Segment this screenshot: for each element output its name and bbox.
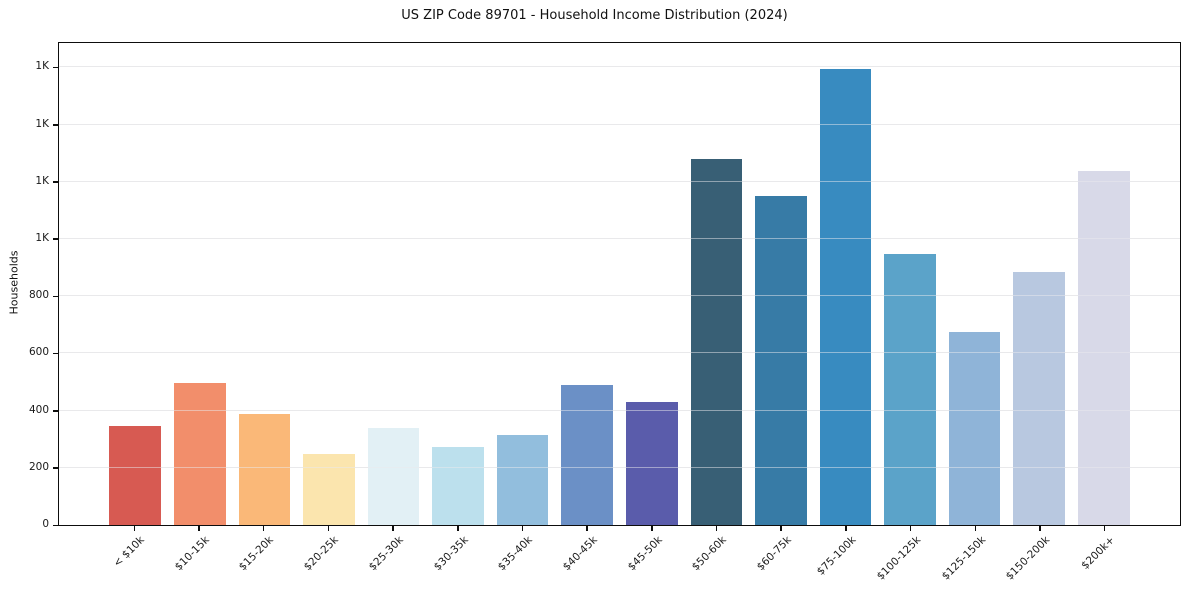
bar-slot <box>103 43 168 525</box>
x-tick-mark <box>586 526 588 531</box>
x-tick-label: $20-25k <box>301 534 341 574</box>
gridline <box>59 295 1180 297</box>
bar-$35-40k <box>496 435 549 525</box>
gridline <box>59 123 1180 125</box>
x-tick-label: $40-45k <box>560 534 600 574</box>
chart-title: US ZIP Code 89701 - Household Income Dis… <box>401 8 788 23</box>
bar-slot <box>942 43 1007 525</box>
bar-$125-150k <box>948 331 1001 525</box>
y-tick-mark <box>53 352 58 355</box>
x-tick-mark <box>262 526 265 531</box>
y-tick-label: 1K <box>35 117 49 130</box>
bar-$10-15k <box>174 383 226 525</box>
y-axis-label: Households <box>7 250 21 315</box>
bar-slot <box>361 43 426 525</box>
gridline <box>59 409 1180 411</box>
y-tick-label: 600 <box>28 346 49 359</box>
bar-slot <box>426 43 491 525</box>
x-tick-label: $150-200k <box>1003 534 1053 583</box>
x-tick-label: $15-20k <box>237 534 277 574</box>
x-tick-mark <box>1039 526 1041 531</box>
gridline <box>59 237 1180 239</box>
bar-slot <box>749 43 814 525</box>
bar-$50-60k <box>690 158 743 525</box>
y-tick-label: 0 <box>42 518 49 530</box>
bar-slot <box>1007 43 1072 525</box>
y-tick-mark <box>53 238 58 240</box>
plot-area <box>58 42 1181 526</box>
x-tick-label: $50-60k <box>689 534 730 574</box>
x-tick-label: $10-15k <box>172 534 212 574</box>
bar-$200k+ <box>1077 171 1130 525</box>
x-tick-label: < $10k <box>111 534 147 570</box>
x-tick-label: $25-30k <box>366 534 406 574</box>
bar-slot <box>490 43 555 525</box>
y-tick-label: 1K <box>35 231 49 244</box>
y-tick-label: 200 <box>28 460 49 473</box>
bar-$20-25k <box>303 454 355 525</box>
x-tick-mark <box>715 526 718 531</box>
x-tick-label: $45-50k <box>625 534 665 574</box>
y-tick-label: 800 <box>28 289 49 302</box>
x-tick-label: $75-100k <box>814 534 859 578</box>
bar-$75-100k <box>819 68 872 525</box>
y-tick-mark <box>53 66 58 69</box>
bar-$100-125k <box>884 253 936 525</box>
y-tick-label: 1K <box>35 60 49 73</box>
bar-slot <box>297 43 362 525</box>
y-tick-mark <box>53 410 58 412</box>
x-tick-label: $100-125k <box>874 534 924 583</box>
bar-$150-200k <box>1013 271 1065 525</box>
x-tick-mark <box>392 526 394 531</box>
y-tick-mark <box>53 181 58 183</box>
x-tick-mark <box>521 526 524 531</box>
bar-$25-30k <box>367 427 420 525</box>
bar-$30-35k <box>432 446 484 525</box>
y-tick-mark <box>53 124 58 126</box>
x-tick-mark <box>845 526 847 531</box>
y-tick-mark <box>53 524 58 526</box>
bar-slot <box>232 43 297 525</box>
x-tick-label: $125-150k <box>939 534 988 583</box>
x-tick-mark <box>974 526 977 531</box>
bar-slot <box>878 43 943 525</box>
bar-$40-45k <box>561 384 614 525</box>
bar-slot <box>168 43 233 525</box>
x-tick-mark <box>198 526 200 531</box>
x-tick-mark <box>327 526 330 531</box>
x-tick-mark <box>651 526 653 531</box>
x-tick-mark <box>133 526 136 531</box>
bar-slot <box>620 43 685 525</box>
bar-slot <box>813 43 878 525</box>
x-tick-mark <box>1103 526 1106 531</box>
x-tick-mark <box>780 526 782 531</box>
bar-slot <box>684 43 749 525</box>
gridline <box>59 66 1180 68</box>
gridline <box>59 180 1180 182</box>
y-tick-mark <box>53 295 58 298</box>
x-tick-label: $35-40k <box>495 534 535 574</box>
x-tick-label: $30-35k <box>431 534 471 574</box>
bar-$60-75k <box>755 195 807 525</box>
bar-slot <box>555 43 620 525</box>
x-tick-label: $60-75k <box>754 534 794 574</box>
bar-$45-50k <box>625 402 678 525</box>
x-tick-mark <box>909 526 912 531</box>
bars-container <box>59 43 1180 525</box>
x-tick-label: $200k+ <box>1079 534 1118 572</box>
bar-slot <box>1071 43 1136 525</box>
bar-$15-20k <box>238 414 291 525</box>
y-tick-mark <box>53 467 58 469</box>
bar-< $10k <box>109 426 162 525</box>
gridline <box>59 352 1180 354</box>
y-tick-label: 1K <box>35 174 49 187</box>
gridline <box>59 466 1180 468</box>
y-tick-label: 400 <box>28 403 49 416</box>
x-tick-mark <box>457 526 459 531</box>
